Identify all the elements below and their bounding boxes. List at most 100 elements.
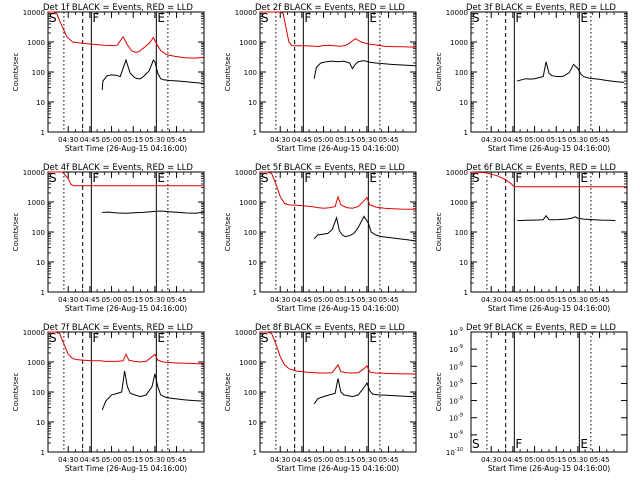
- x-tick-label: 05:15: [335, 136, 355, 144]
- y-tick-label: 100: [455, 69, 468, 77]
- chart-panel-6f: Det 6f BLACK = Events, RED = LLD 1 10 100 10…: [435, 163, 628, 313]
- marker-label-s: S: [472, 11, 480, 25]
- y-tick-label: 100: [244, 389, 257, 397]
- x-tick-label: 05:00: [313, 136, 333, 144]
- chart-title: Det 4f BLACK = Events, RED = LLD: [43, 163, 193, 173]
- marker-label-e: E: [580, 171, 588, 185]
- y-axis-label: Counts/sec: [224, 53, 232, 92]
- chart-title: Det 1f BLACK = Events, RED = LLD: [43, 3, 193, 13]
- y-tick-label: 1000: [239, 199, 257, 207]
- x-axis-label: Start Time (26-Aug-15 04:16:00): [488, 464, 610, 473]
- marker-label-s: S: [49, 171, 57, 185]
- x-tick-label: 04:30: [270, 136, 290, 144]
- marker-label-s: S: [472, 171, 480, 185]
- x-axis-label: Start Time (26-Aug-15 04:16:00): [277, 464, 399, 473]
- x-tick-label: 04:45: [292, 296, 312, 304]
- x-tick-label: 05:45: [166, 136, 186, 144]
- x-tick-label: 04:45: [80, 136, 100, 144]
- y-tick-label: 10-9: [449, 361, 463, 371]
- x-tick-label: 05:15: [123, 456, 143, 464]
- y-tick-label: 10000: [23, 9, 45, 17]
- x-tick-label: 04:30: [58, 296, 78, 304]
- series-line-events: [517, 61, 625, 83]
- plot-frame: [259, 171, 417, 293]
- x-tick-label: 05:45: [378, 136, 398, 144]
- x-tick-label: 04:30: [270, 456, 290, 464]
- chart-panel-3f: Det 3f BLACK = Events, RED = LLD 1 10 100 10…: [435, 3, 628, 153]
- y-tick-label: 10: [248, 419, 257, 427]
- marker-label-f: F: [304, 171, 311, 185]
- y-tick-label: 10-9: [449, 378, 463, 388]
- marker-label-f: F: [92, 171, 99, 185]
- x-tick-label: 05:30: [145, 296, 165, 304]
- marker-label-f: F: [92, 11, 99, 25]
- y-tick-label: 1000: [450, 39, 468, 47]
- x-tick-label: 05:30: [357, 296, 377, 304]
- x-axis-label: Start Time (26-Aug-15 04:16:00): [277, 304, 399, 313]
- x-axis-label: Start Time (26-Aug-15 04:16:00): [65, 304, 187, 313]
- x-tick-label: 05:15: [546, 296, 566, 304]
- x-tick-label: 05:45: [378, 456, 398, 464]
- chart-panel-2f: Det 2f BLACK = Events, RED = LLD 1 10 100 10…: [224, 3, 417, 153]
- y-tick-label: 10000: [235, 329, 257, 337]
- x-tick-label: 05:30: [568, 136, 588, 144]
- y-axis-label: Counts/sec: [435, 373, 443, 412]
- marker-label-f: F: [304, 11, 311, 25]
- y-tick-label: 1: [253, 129, 257, 137]
- x-tick-label: 04:45: [292, 456, 312, 464]
- x-tick-label: 05:30: [568, 456, 588, 464]
- marker-label-f: F: [515, 171, 522, 185]
- y-tick-exponent: -9: [458, 378, 463, 384]
- x-tick-label: 04:45: [292, 136, 312, 144]
- x-tick-label: 04:30: [481, 296, 501, 304]
- marker-label-e: E: [157, 331, 165, 345]
- y-tick-exponent: -9: [458, 396, 463, 402]
- x-tick-label: 05:15: [335, 296, 355, 304]
- x-tick-label: 05:00: [524, 456, 544, 464]
- marker-label-s: S: [472, 437, 480, 451]
- y-tick-label: 100: [32, 69, 45, 77]
- series-line-lld: [48, 171, 204, 187]
- marker-label-e: E: [369, 11, 377, 25]
- x-tick-label: 05:00: [524, 136, 544, 144]
- y-tick-label: 10: [459, 99, 468, 107]
- marker-label-e: E: [369, 171, 377, 185]
- series-line-lld: [470, 171, 627, 188]
- marker-label-f: F: [92, 331, 99, 345]
- x-tick-label: 05:15: [123, 136, 143, 144]
- series-line-events: [313, 60, 417, 79]
- y-tick-label: 1000: [27, 39, 45, 47]
- y-tick-label: 1: [41, 129, 45, 137]
- y-tick-label: 10-9: [449, 413, 463, 423]
- marker-label-s: S: [261, 11, 269, 25]
- x-tick-label: 05:30: [145, 456, 165, 464]
- x-tick-label: 05:00: [101, 296, 121, 304]
- chart-title: Det 6f BLACK = Events, RED = LLD: [466, 163, 616, 173]
- series-line-lld: [260, 331, 417, 375]
- x-axis-label: Start Time (26-Aug-15 04:16:00): [65, 464, 187, 473]
- x-tick-label: 04:30: [270, 296, 290, 304]
- x-tick-label: 05:45: [166, 456, 186, 464]
- x-tick-label: 05:15: [546, 136, 566, 144]
- marker-label-f: F: [515, 11, 522, 25]
- y-tick-label: 10000: [446, 169, 468, 177]
- series-line-events: [517, 214, 616, 222]
- y-tick-label: 10000: [446, 9, 468, 17]
- plot-frame: [470, 331, 628, 453]
- x-tick-label: 04:45: [503, 456, 523, 464]
- chart-panel-9f: Det 9f BLACK = Events, RED = LLD 10-10 10-…: [435, 323, 628, 473]
- plot-frame: [47, 331, 205, 453]
- x-tick-label: 05:15: [546, 456, 566, 464]
- chart-panel-8f: Det 8f BLACK = Events, RED = LLD 1 10 100 10…: [224, 323, 417, 473]
- y-tick-exponent: -9: [458, 430, 463, 436]
- series-line-events: [101, 58, 205, 91]
- x-tick-label: 04:30: [58, 456, 78, 464]
- y-tick-label: 10000: [235, 9, 257, 17]
- y-tick-label: 10-9: [449, 430, 463, 440]
- plot-frame: [47, 11, 205, 133]
- x-tick-label: 05:45: [589, 456, 609, 464]
- y-tick-label: 10-10: [446, 447, 463, 457]
- y-tick-label: 1000: [27, 359, 45, 367]
- y-tick-label: 100: [32, 389, 45, 397]
- chart-title: Det 5f BLACK = Events, RED = LLD: [255, 163, 405, 173]
